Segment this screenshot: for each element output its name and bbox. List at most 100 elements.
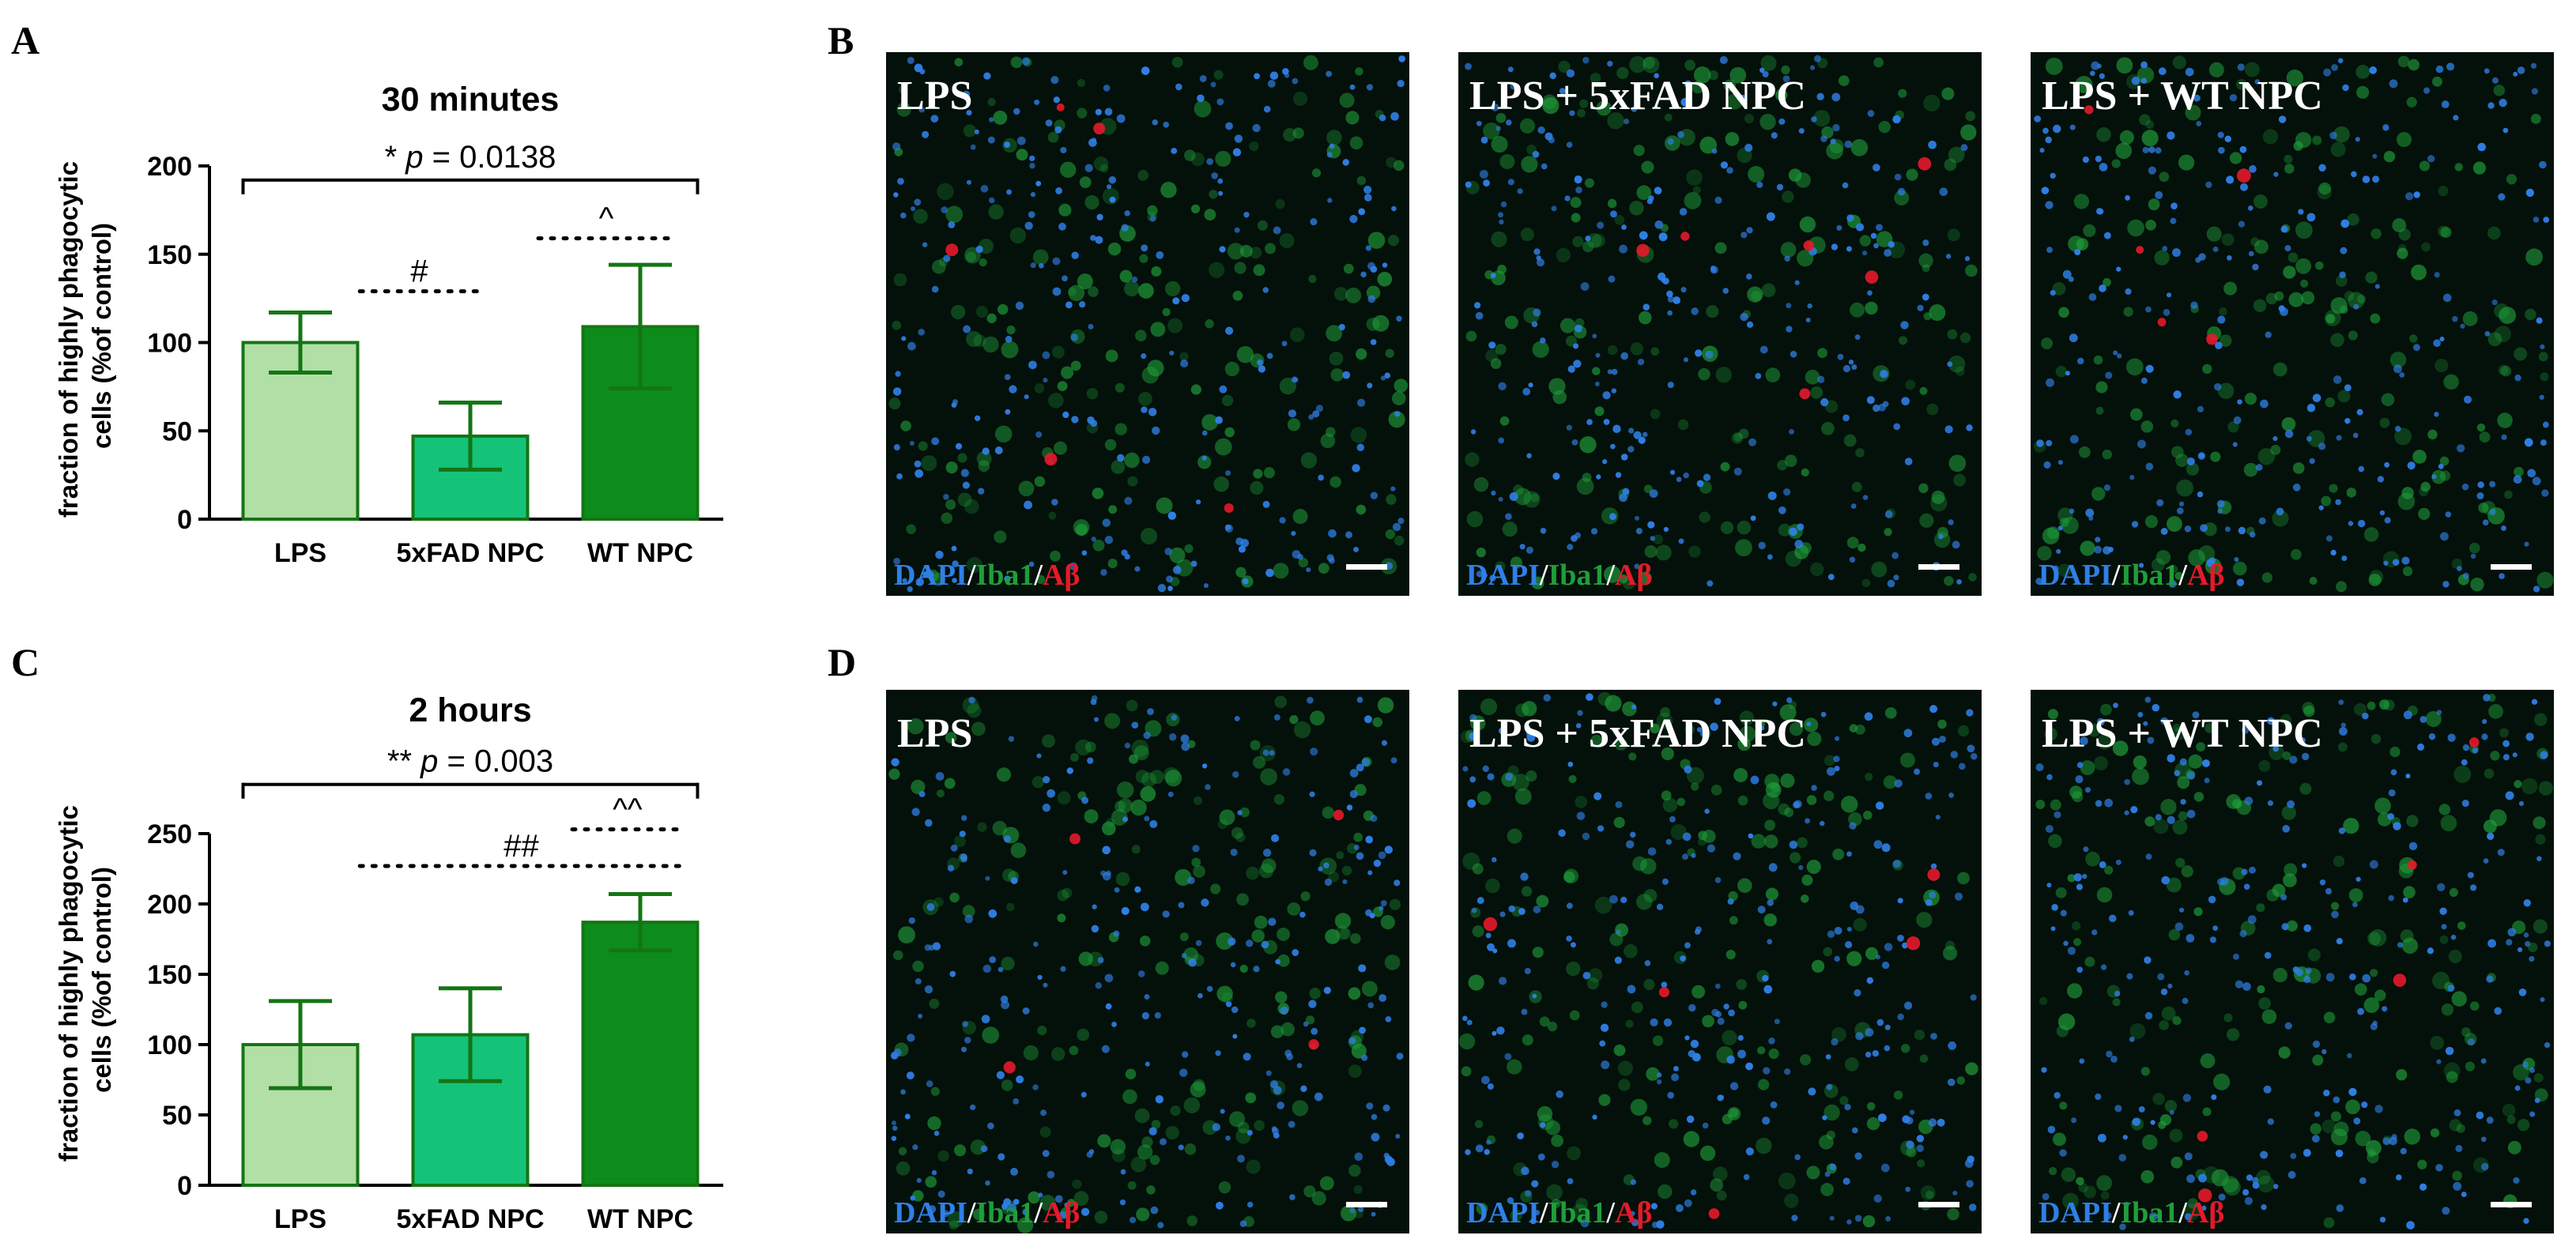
dapi-nucleus [2397, 942, 2404, 948]
iba1-cell [2175, 857, 2186, 868]
dapi-nucleus [1846, 214, 1854, 222]
iba1-cell [1491, 136, 1508, 153]
dapi-nucleus [2406, 1221, 2415, 1230]
dapi-nucleus [1834, 766, 1840, 772]
iba1-cell [2096, 127, 2111, 142]
iba1-cell [1010, 842, 1027, 858]
abeta-spot [2206, 333, 2218, 345]
dapi-nucleus [1705, 350, 1714, 359]
dapi-nucleus [1643, 303, 1650, 311]
dapi-nucleus [2311, 1135, 2320, 1143]
iba1-cell [2499, 307, 2517, 324]
iba1-cell [2370, 969, 2378, 977]
dapi-nucleus [2486, 975, 2494, 983]
dapi-nucleus [1601, 459, 1608, 465]
dapi-nucleus [2186, 1174, 2195, 1184]
dapi-nucleus [2394, 425, 2401, 432]
dapi-nucleus [2035, 763, 2044, 772]
dapi-nucleus [1120, 1169, 1126, 1175]
dapi-nucleus [1827, 930, 1835, 939]
dapi-nucleus [1308, 1000, 1317, 1008]
dapi-nucleus [1469, 732, 1477, 740]
dapi-nucleus [1842, 414, 1850, 422]
dapi-nucleus [2145, 462, 2154, 471]
iba1-cell [2095, 381, 2108, 394]
dapi-nucleus [1197, 992, 1203, 999]
dapi-nucleus [960, 1046, 967, 1053]
dapi-nucleus [1394, 411, 1401, 417]
dapi-nucleus [1969, 1203, 1977, 1211]
dapi-nucleus [1152, 426, 1160, 435]
dapi-nucleus [1107, 184, 1112, 190]
dapi-nucleus [2123, 1201, 2129, 1208]
dapi-nucleus [2442, 581, 2450, 588]
dapi-nucleus [1230, 962, 1236, 968]
iba1-cell [945, 205, 964, 224]
iba1-cell [949, 892, 960, 903]
iba1-cell [1756, 1046, 1766, 1055]
iba1-cell [1227, 243, 1244, 260]
dapi-nucleus [1035, 431, 1043, 439]
iba1-cell [1257, 220, 1268, 231]
dapi-nucleus [2536, 317, 2543, 324]
dapi-nucleus [2144, 956, 2152, 964]
dapi-nucleus [1638, 436, 1646, 444]
iba1-cell [1393, 160, 1405, 171]
dapi-nucleus [2318, 164, 2326, 172]
iba1-cell [1781, 65, 1790, 75]
dapi-nucleus [1103, 85, 1111, 92]
dapi-nucleus [935, 772, 945, 781]
iba1-cell [1039, 1126, 1051, 1138]
dapi-nucleus [2201, 1205, 2207, 1211]
iba1-cell [1343, 263, 1354, 274]
dapi-nucleus [1157, 1222, 1164, 1229]
dapi-nucleus [1116, 114, 1126, 123]
iba1-cell [1273, 563, 1289, 579]
dapi-nucleus [893, 444, 900, 451]
dapi-nucleus [1349, 768, 1359, 778]
iba1-cell [1124, 281, 1140, 297]
dapi-nucleus [1650, 1203, 1658, 1210]
dapi-nucleus [2427, 947, 2434, 955]
dapi-nucleus [1060, 146, 1067, 154]
dapi-nucleus [1532, 150, 1540, 158]
iba1-cell [1616, 66, 1629, 80]
dapi-nucleus [1015, 301, 1024, 311]
dapi-nucleus [1358, 208, 1366, 216]
iba1-cell [1632, 856, 1647, 872]
dapi-nucleus [1597, 221, 1605, 229]
dapi-nucleus [2213, 382, 2222, 391]
iba1-cell [1093, 156, 1109, 171]
dapi-nucleus [1469, 714, 1477, 722]
dapi-nucleus [1356, 443, 1365, 452]
iba1-cell [1246, 866, 1259, 880]
dapi-nucleus [1003, 835, 1011, 843]
iba1-cell [2394, 427, 2412, 446]
dapi-nucleus [2531, 88, 2538, 95]
iba1-cell [2202, 1166, 2220, 1184]
dapi-nucleus [1820, 820, 1825, 827]
dapi-nucleus [1517, 188, 1523, 194]
iba1-cell [1729, 916, 1738, 925]
iba1-cell [1605, 695, 1622, 712]
iba1-cell [2314, 261, 2324, 270]
iba1-cell [2533, 1072, 2544, 1083]
dapi-nucleus [1763, 985, 1773, 994]
dapi-nucleus [2143, 721, 2148, 726]
dapi-nucleus [1582, 56, 1590, 64]
dapi-nucleus [2525, 940, 2531, 947]
dapi-nucleus [911, 808, 920, 816]
dapi-nucleus [2491, 299, 2498, 306]
iba1-cell [2132, 767, 2149, 785]
iba1-cell [2253, 194, 2268, 209]
dapi-nucleus [2138, 1105, 2145, 1113]
dapi-nucleus [1755, 372, 1762, 379]
dapi-nucleus [2060, 909, 2067, 917]
iba1-cell [1249, 141, 1259, 152]
iba1-cell [1462, 852, 1480, 870]
iba1-cell [1160, 182, 1177, 198]
dapi-nucleus [1551, 205, 1557, 212]
dapi-nucleus [1925, 898, 1933, 906]
dapi-nucleus [1181, 953, 1187, 958]
iba1-cell [2141, 130, 2159, 147]
